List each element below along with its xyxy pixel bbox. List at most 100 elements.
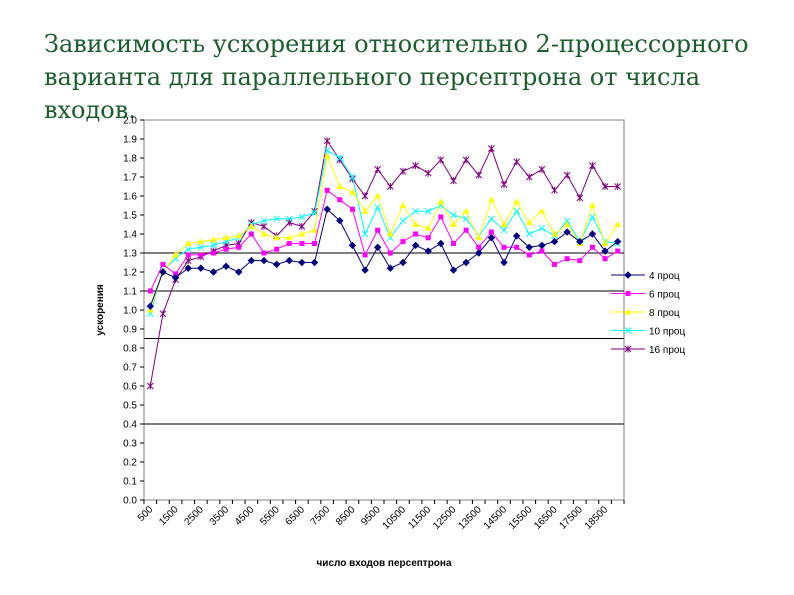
slide-title: Зависимость ускорения относительно 2-про… bbox=[44, 28, 784, 127]
x-tick-label: 5500 bbox=[258, 504, 282, 528]
data-point bbox=[261, 250, 267, 256]
data-point bbox=[260, 256, 268, 265]
x-tick-label: 8500 bbox=[334, 504, 358, 528]
data-point bbox=[500, 181, 508, 189]
data-point bbox=[209, 236, 217, 243]
data-point bbox=[424, 207, 432, 215]
data-point bbox=[323, 205, 331, 214]
data-point bbox=[298, 258, 306, 267]
data-point bbox=[374, 204, 382, 211]
data-point bbox=[577, 258, 583, 264]
y-tick-label: 0.3 bbox=[123, 439, 137, 450]
y-tick-label: 0.1 bbox=[123, 477, 137, 488]
data-point bbox=[399, 202, 407, 208]
data-point bbox=[513, 198, 521, 205]
data-point bbox=[310, 258, 319, 267]
data-point bbox=[538, 224, 546, 232]
data-point bbox=[361, 192, 369, 200]
y-tick-label: 1.3 bbox=[123, 249, 137, 260]
grid-layer bbox=[143, 119, 625, 501]
y-tick-label: 0.4 bbox=[123, 420, 137, 431]
data-point bbox=[411, 241, 420, 250]
data-point bbox=[298, 213, 306, 221]
data-point bbox=[173, 271, 179, 277]
data-point bbox=[615, 248, 621, 254]
data-point bbox=[500, 226, 508, 234]
data-point bbox=[563, 217, 571, 225]
x-tick-label: 6500 bbox=[284, 504, 308, 528]
data-point bbox=[235, 268, 243, 276]
x-tick-label: 500 bbox=[136, 504, 156, 524]
data-point bbox=[260, 230, 268, 237]
data-point bbox=[222, 234, 230, 241]
data-point bbox=[361, 230, 369, 238]
data-point bbox=[260, 217, 268, 225]
data-point bbox=[412, 162, 419, 170]
data-point bbox=[437, 156, 445, 164]
data-point bbox=[437, 198, 445, 205]
data-point bbox=[160, 261, 166, 267]
x-tick-label: 1500 bbox=[157, 504, 181, 528]
series-8-проц bbox=[146, 152, 622, 313]
data-point bbox=[488, 229, 494, 235]
data-point bbox=[184, 264, 192, 272]
data-point bbox=[488, 215, 495, 223]
y-tick-label: 1.8 bbox=[123, 154, 137, 165]
data-point bbox=[312, 241, 318, 246]
legend-label: 6 проц bbox=[649, 290, 680, 301]
y-tick-label: 1.2 bbox=[123, 268, 137, 279]
data-point bbox=[437, 239, 445, 248]
legend-label: 4 проц bbox=[649, 271, 680, 282]
data-point bbox=[450, 177, 457, 185]
data-point bbox=[589, 244, 595, 250]
data-point bbox=[538, 165, 546, 173]
data-point bbox=[399, 217, 407, 225]
data-point bbox=[588, 202, 596, 208]
series-layer bbox=[146, 137, 622, 390]
data-point bbox=[525, 173, 533, 181]
series-6-проц bbox=[147, 187, 621, 294]
data-point bbox=[348, 188, 356, 195]
data-point bbox=[336, 183, 344, 189]
x-tick-label: 11500 bbox=[406, 504, 433, 531]
data-point bbox=[624, 345, 632, 353]
data-point bbox=[223, 246, 229, 252]
data-point bbox=[386, 230, 394, 237]
data-point bbox=[563, 171, 571, 179]
data-point bbox=[324, 187, 330, 193]
data-point bbox=[285, 256, 293, 265]
y-tick-label: 1.9 bbox=[123, 135, 137, 146]
data-point bbox=[475, 249, 483, 257]
x-tick-label: 17500 bbox=[557, 504, 585, 532]
y-tick-label: 1.7 bbox=[123, 173, 137, 184]
x-tick-label: 12500 bbox=[431, 504, 459, 532]
data-point bbox=[247, 222, 255, 229]
data-point bbox=[552, 261, 558, 267]
data-point bbox=[286, 241, 292, 246]
data-point bbox=[247, 256, 256, 265]
data-point bbox=[487, 234, 496, 242]
data-point bbox=[576, 194, 584, 202]
data-point bbox=[487, 196, 495, 203]
data-point bbox=[614, 183, 622, 190]
data-point bbox=[349, 173, 356, 181]
data-point bbox=[500, 258, 508, 267]
data-point bbox=[374, 192, 382, 199]
data-point bbox=[625, 291, 631, 296]
data-point bbox=[273, 234, 281, 241]
data-point bbox=[197, 243, 205, 251]
data-point bbox=[386, 264, 395, 272]
data-point bbox=[601, 183, 609, 190]
data-point bbox=[463, 227, 469, 233]
slide-title-line-2: варианта для параллельного персептрона о… bbox=[44, 63, 701, 124]
data-point bbox=[424, 224, 432, 231]
data-point bbox=[399, 258, 407, 267]
series-line bbox=[149, 149, 618, 314]
data-point bbox=[210, 242, 217, 249]
x-tick-label: 14500 bbox=[482, 504, 510, 532]
data-point bbox=[588, 230, 597, 238]
data-point bbox=[361, 266, 369, 274]
y-tick-label: 0.5 bbox=[123, 401, 137, 412]
y-tick-label: 0.9 bbox=[123, 325, 137, 336]
data-point bbox=[147, 288, 153, 294]
